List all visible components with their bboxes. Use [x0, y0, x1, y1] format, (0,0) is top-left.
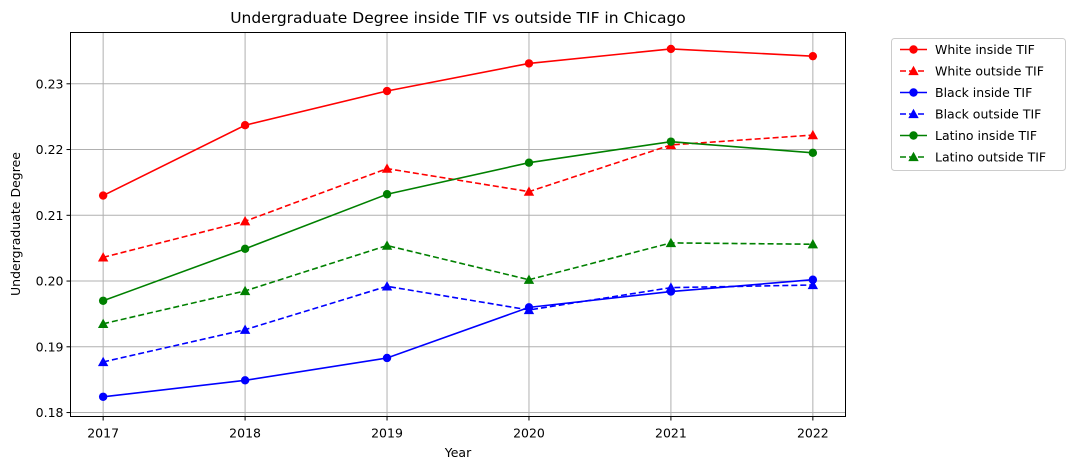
- series-line: [102, 284, 813, 363]
- legend-marker: [908, 108, 919, 119]
- y-tick-label: 0.23: [36, 76, 64, 91]
- legend-marker: [909, 131, 918, 140]
- chart-title: Undergraduate Degree inside TIF vs outsi…: [230, 9, 686, 27]
- x-tick-label: 2018: [229, 426, 261, 441]
- series-black-inside-tif: [98, 275, 818, 401]
- y-tick-label: 0.22: [36, 142, 64, 157]
- series-group: [97, 44, 819, 401]
- series-latino-inside-tif: [98, 137, 818, 305]
- legend-label: Black inside TIF: [935, 85, 1032, 100]
- data-point: [240, 121, 250, 130]
- data-point: [666, 44, 676, 54]
- data-point: [239, 324, 251, 334]
- data-point: [665, 237, 677, 248]
- series-line: [102, 134, 813, 259]
- data-point: [666, 137, 676, 146]
- data-point: [382, 86, 392, 96]
- legend-item: Black inside TIF: [900, 85, 1032, 100]
- data-point: [808, 275, 818, 284]
- axis-ticks: 2017 2018 2019 2020 2021 2022 0.18 0.19 0.20 0.21…: [36, 76, 829, 440]
- legend-item: White outside TIF: [900, 64, 1044, 79]
- y-tick-label: 0.19: [36, 339, 64, 354]
- data-point: [665, 282, 677, 292]
- data-point: [98, 296, 108, 305]
- series-line: [102, 140, 813, 302]
- legend-item: Latino inside TIF: [900, 128, 1037, 143]
- x-tick-label: 2020: [513, 426, 545, 441]
- data-point: [524, 158, 534, 167]
- legend-label: White outside TIF: [935, 64, 1044, 79]
- grid: [70, 32, 846, 417]
- data-point: [808, 148, 818, 158]
- x-axis-label: Year: [444, 445, 472, 460]
- data-point: [240, 376, 250, 385]
- data-point: [807, 129, 819, 140]
- data-point: [97, 318, 109, 328]
- series-latino-outside-tif: [97, 237, 819, 328]
- y-tick-label: 0.21: [36, 208, 64, 223]
- legend-marker: [909, 45, 918, 54]
- data-point: [523, 274, 535, 284]
- series-black-outside-tif: [97, 279, 819, 367]
- legend: White inside TIF White outside TIF Black i…: [891, 38, 1066, 171]
- legend-marker: [908, 65, 919, 76]
- x-tick-label: 2022: [797, 426, 829, 441]
- legend-marker: [908, 151, 919, 162]
- series-line: [102, 48, 813, 197]
- legend-marker: [909, 88, 918, 97]
- legend-label: White inside TIF: [935, 42, 1035, 57]
- legend-item: White inside TIF: [900, 42, 1035, 57]
- legend-item: Latino outside TIF: [900, 150, 1046, 165]
- series-line: [102, 242, 813, 325]
- data-point: [523, 186, 535, 196]
- data-point: [382, 190, 392, 199]
- data-point: [240, 244, 250, 254]
- legend-label: Latino outside TIF: [935, 150, 1046, 165]
- series-white-inside-tif: [98, 44, 818, 200]
- data-point: [98, 392, 108, 401]
- data-point: [807, 279, 819, 290]
- data-point: [381, 163, 393, 173]
- data-point: [808, 51, 818, 61]
- data-point: [239, 216, 251, 226]
- x-tick-label: 2019: [371, 426, 403, 441]
- x-tick-label: 2021: [655, 426, 687, 441]
- legend-frame: [891, 38, 1066, 171]
- data-point: [97, 356, 109, 367]
- y-axis-label: Undergraduate Degree: [8, 152, 23, 296]
- x-tick-label: 2017: [87, 426, 119, 441]
- y-tick-label: 0.20: [36, 274, 64, 289]
- y-tick-label: 0.18: [36, 405, 64, 420]
- legend-label: Latino inside TIF: [935, 128, 1037, 143]
- data-point: [381, 281, 393, 291]
- data-point: [381, 240, 393, 250]
- data-point: [98, 191, 108, 200]
- data-point: [239, 285, 251, 296]
- data-point: [97, 252, 109, 262]
- data-point: [382, 353, 392, 363]
- data-point: [523, 304, 535, 315]
- legend-item: Black outside TIF: [900, 107, 1041, 122]
- series-line: [103, 278, 813, 398]
- legend-label: Black outside TIF: [935, 107, 1041, 122]
- data-point: [807, 239, 819, 249]
- data-point: [524, 59, 534, 68]
- plot-frame: [70, 32, 846, 417]
